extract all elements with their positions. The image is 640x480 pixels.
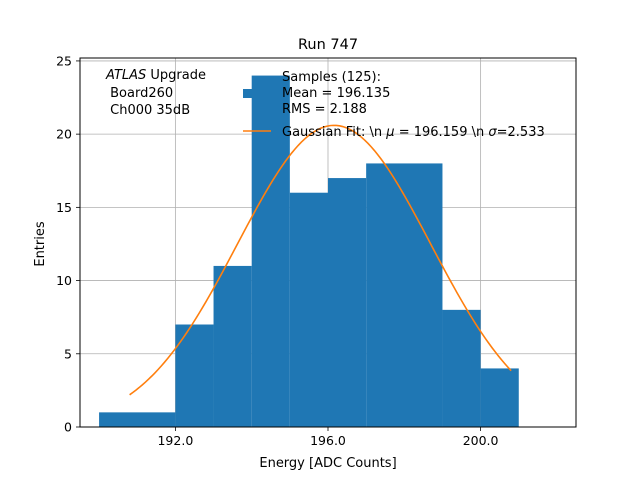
legend-fit-mu-symbol: μ [385, 125, 394, 140]
y-tick-label: 25 [56, 53, 72, 68]
x-tick-label: 192.0 [157, 433, 193, 448]
histogram-bar [442, 309, 481, 427]
legend-fit-sigma-symbol: σ [488, 125, 497, 140]
gaussian-fit-line [129, 124, 512, 396]
histogram-bars [99, 75, 519, 428]
legend-fit-mu-value: = 196.159 \n [395, 125, 489, 140]
legend-hist-swatch [243, 89, 270, 98]
x-tick-label: 196.0 [310, 433, 346, 448]
legend-hist-mean: Mean = 196.135 [282, 86, 390, 101]
legend-fit-sigma-value: =2.533 [497, 125, 545, 140]
annotation-line-1: ATLAS Upgrade [105, 68, 206, 83]
histogram-bar [480, 368, 519, 427]
histogram-bar [289, 192, 328, 427]
annotation-atlas: ATLAS [105, 68, 146, 83]
histogram-bar [328, 178, 367, 427]
histogram-bar [251, 75, 290, 428]
histogram-bar [213, 265, 252, 427]
y-tick-label: 5 [64, 346, 72, 361]
x-axis-label: Energy [ADC Counts] [259, 456, 396, 471]
y-tick-label: 20 [56, 127, 72, 142]
legend: Samples (125): Mean = 196.135 RMS = 2.18… [243, 70, 545, 140]
legend-hist-title: Samples (125): [282, 70, 381, 85]
annotation-upgrade: Upgrade [146, 68, 206, 83]
legend-hist-rms: RMS = 2.188 [282, 102, 367, 117]
y-tick-label: 10 [56, 273, 72, 288]
histogram-bar [99, 412, 176, 427]
x-tick-label: 200.0 [463, 433, 499, 448]
histogram-bar [175, 324, 214, 427]
y-tick-label: 0 [64, 420, 72, 435]
legend-fit-text: Gaussian Fit: \n μ = 196.159 \n σ=2.533 [282, 125, 545, 140]
fit-curve-group [129, 124, 512, 396]
axis-ticks: 192.0 196.0 200.0 0 5 10 15 20 25 [56, 53, 498, 448]
y-axis-label: Entries [33, 221, 48, 267]
y-tick-label: 15 [56, 200, 72, 215]
annotation-line-3: Ch000 35dB [106, 103, 190, 118]
chart-title: Run 747 [298, 37, 358, 53]
atlas-annotation: ATLAS Upgrade Board260 Ch000 35dB [105, 68, 206, 118]
histogram-bar [366, 163, 443, 427]
annotation-line-2: Board260 [106, 86, 173, 101]
legend-fit-prefix: Gaussian Fit: \n [282, 125, 386, 140]
